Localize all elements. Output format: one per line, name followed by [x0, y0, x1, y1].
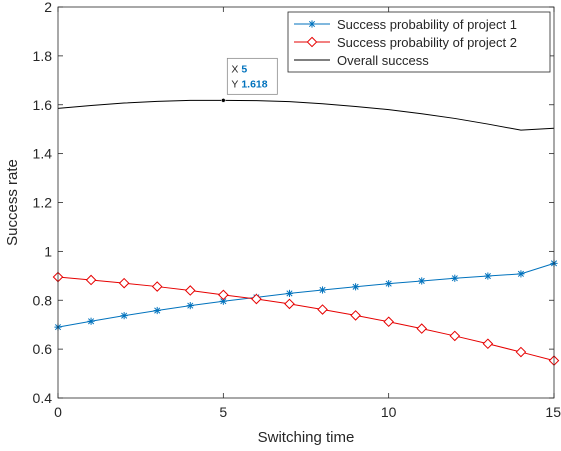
data-point — [318, 286, 327, 294]
data-point — [284, 298, 295, 310]
series-3 — [57, 99, 555, 131]
y-tick-label: 1.6 — [33, 97, 53, 113]
legend-box — [287, 11, 551, 73]
x-axis-label: Switching time — [258, 429, 355, 446]
data-point — [151, 281, 163, 292]
data-point — [85, 274, 97, 286]
data-point — [451, 274, 459, 282]
y-tick-label: 1.8 — [33, 48, 53, 64]
data-point — [449, 330, 461, 342]
series-layer — [52, 99, 560, 366]
datatip-value: 1.618 — [241, 78, 267, 90]
y-tick-label: 1.2 — [33, 195, 53, 211]
x-tick-label: 5 — [219, 404, 227, 420]
datatip[interactable]: X 5Y 1.618 — [221, 57, 278, 103]
y-axis-label: Success rate — [4, 159, 21, 246]
x-axis-ticks: 0 5 10 15 — [54, 7, 561, 420]
legend-marker — [306, 36, 318, 48]
series-line — [57, 99, 555, 131]
data-point — [218, 289, 229, 301]
datatip-marker[interactable] — [221, 98, 226, 103]
x-tick-label: 15 — [545, 404, 561, 420]
x-tick-label: 10 — [381, 404, 397, 420]
data-point — [120, 312, 128, 320]
datatip-box — [226, 57, 278, 95]
legend-label: Overall success — [337, 53, 429, 68]
axes-box — [57, 6, 555, 399]
y-tick-label: 1.4 — [33, 146, 53, 162]
datatip-label: Y — [231, 78, 238, 90]
series-2 — [52, 271, 560, 366]
data-point — [416, 323, 428, 334]
data-point — [418, 277, 426, 285]
data-point — [383, 316, 394, 328]
y-tick-label: 0.4 — [33, 390, 53, 406]
series-line — [57, 276, 555, 362]
legend-marker — [308, 20, 316, 28]
y-axis-ticks: 0.4 0.6 0.8 1 1.2 1.4 1.6 1.8 2 — [33, 0, 554, 406]
series-1 — [54, 259, 558, 331]
y-tick-label: 0.8 — [33, 292, 53, 308]
data-point — [317, 304, 328, 315]
data-point — [285, 289, 294, 298]
legend[interactable]: Success probability of project 1 Success … — [287, 11, 551, 73]
legend-entry: Success probability of project 1 — [294, 17, 517, 32]
y-tick-label: 1 — [44, 243, 52, 259]
data-point — [184, 285, 196, 296]
y-tick-label: 2 — [44, 0, 52, 15]
data-point — [517, 270, 525, 278]
data-point — [352, 283, 360, 291]
x-tick-label: 0 — [54, 404, 62, 420]
series-line — [57, 262, 555, 328]
data-point — [385, 280, 393, 288]
legend-label: Success probability of project 1 — [337, 17, 517, 32]
legend-label: Success probability of project 2 — [337, 35, 517, 50]
data-point — [484, 272, 492, 280]
data-point — [153, 306, 161, 315]
data-point — [482, 338, 494, 350]
data-point — [350, 310, 361, 321]
data-point — [515, 346, 527, 358]
y-tick-label: 0.6 — [33, 341, 53, 357]
legend-entry: Overall success — [294, 53, 429, 68]
data-point — [87, 317, 95, 325]
datatip-label: X — [231, 63, 238, 75]
data-point — [186, 302, 194, 310]
data-point — [251, 293, 262, 305]
legend-entry: Success probability of project 2 — [294, 35, 517, 50]
data-point — [219, 297, 227, 305]
data-point — [118, 277, 130, 289]
datatip-value: 5 — [241, 63, 247, 75]
